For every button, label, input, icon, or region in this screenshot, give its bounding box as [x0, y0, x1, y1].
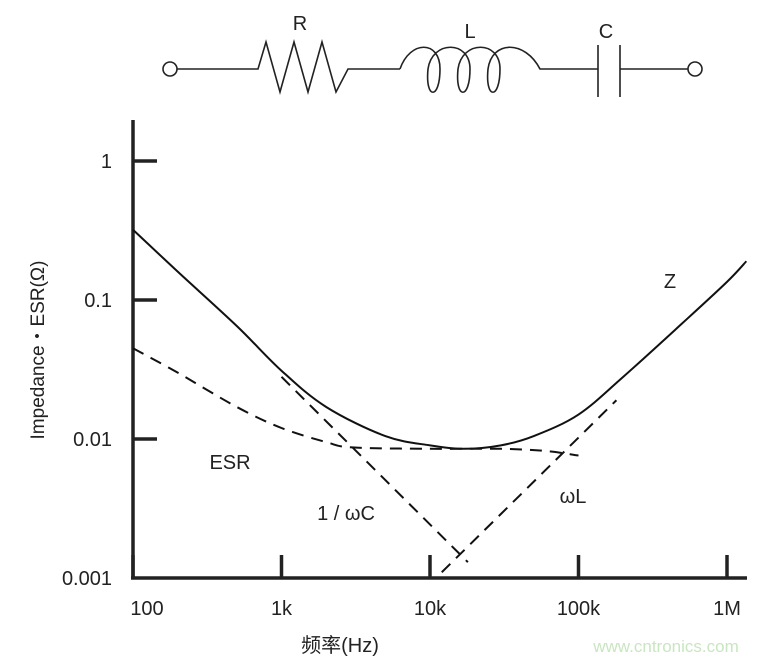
x-tick-label: 10k: [414, 598, 447, 620]
inductor-label: L: [464, 21, 475, 43]
inductive-reactance-line: [441, 399, 618, 573]
terminal-left: [162, 61, 178, 77]
esr-label: ESR: [209, 452, 250, 474]
y-tick-label: 1: [101, 151, 112, 173]
y-tick-label: 0.001: [62, 568, 112, 590]
capacitor-label: C: [599, 21, 613, 43]
capacitive-reactance-label: 1 / ωC: [317, 503, 375, 525]
z-curve: [132, 229, 748, 450]
z-label: Z: [664, 271, 676, 293]
resistor-symbol: [245, 39, 400, 95]
x-tick-label: 100k: [557, 598, 601, 620]
inductor-symbol: [399, 46, 598, 93]
resistor-label: R: [293, 13, 307, 35]
watermark: www.cntronics.com: [592, 637, 738, 656]
x-tick-label: 1M: [713, 598, 741, 620]
circuit-diagram: [162, 39, 703, 97]
y-tick-label: 0.1: [84, 290, 112, 312]
y-axis-label: Impedance・ESR(Ω): [28, 261, 49, 440]
inductive-reactance-label: ωL: [560, 486, 587, 508]
terminal-right: [687, 61, 703, 77]
capacitive-reactance-line: [280, 376, 469, 563]
y-tick-label: 0.01: [73, 429, 112, 451]
x-axis-label: 频率(Hz): [301, 634, 379, 657]
x-tick-label: 100: [130, 598, 163, 620]
esr-curve: [132, 347, 579, 457]
x-tick-label: 1k: [271, 598, 293, 620]
